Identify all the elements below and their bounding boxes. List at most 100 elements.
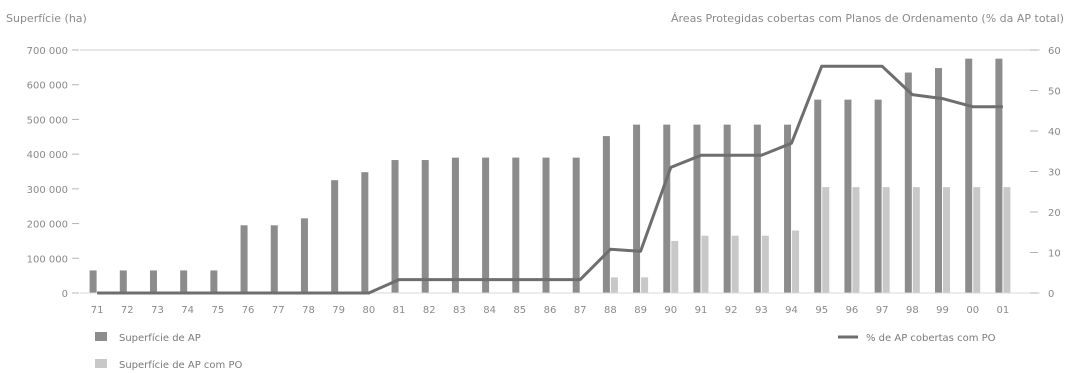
- x-tick-label: 79: [332, 305, 345, 316]
- x-tick-label: 86: [544, 305, 557, 316]
- legend-item: % de AP cobertas com PO: [838, 333, 996, 344]
- bar-superficie-ap: [180, 270, 188, 293]
- bar-superficie-ap-com-po: [822, 187, 830, 293]
- bar-superficie-ap: [300, 218, 308, 293]
- bar-superficie-ap: [814, 99, 822, 294]
- bar-superficie-ap: [904, 72, 912, 293]
- x-tick-label: 71: [91, 305, 104, 316]
- bar-superficie-ap: [542, 157, 550, 293]
- bar-superficie-ap: [421, 160, 429, 293]
- bar-superficie-ap: [693, 124, 701, 293]
- x-tick-label: 73: [151, 305, 164, 316]
- x-tick-label: 98: [906, 305, 919, 316]
- x-tick-label: 76: [242, 305, 255, 316]
- legend-swatch: [95, 359, 107, 368]
- x-tick-label: 95: [815, 305, 828, 316]
- right-axis-title: Áreas Protegidas cobertas com Planos de …: [671, 12, 1064, 25]
- bar-superficie-ap: [119, 270, 127, 293]
- x-tick-label: 92: [725, 305, 738, 316]
- x-tick-label: 01: [997, 305, 1010, 316]
- bar-superficie-ap: [451, 157, 459, 293]
- bar-superficie-ap-com-po: [882, 187, 890, 293]
- bar-superficie-ap-com-po: [912, 187, 920, 293]
- bar-superficie-ap: [874, 99, 882, 294]
- bar-superficie-ap: [995, 58, 1003, 293]
- bar-superficie-ap-com-po: [761, 235, 769, 293]
- bar-superficie-ap: [935, 68, 943, 294]
- bar-superficie-ap: [602, 136, 610, 293]
- legend-item: Superfície de AP: [95, 332, 201, 344]
- line-percent-ap-com-po: [97, 64, 1003, 295]
- left-tick-label: 700 000: [27, 46, 68, 57]
- bar-superficie-ap-com-po: [792, 230, 800, 293]
- x-tick-label: 78: [302, 305, 315, 316]
- x-tick-label: 90: [664, 305, 677, 316]
- legend: Superfície de AP Superfície de AP com PO%…: [95, 332, 996, 371]
- bar-superficie-ap-com-po: [610, 277, 618, 293]
- bars-layer: [89, 58, 1011, 294]
- x-tick-label: 97: [876, 305, 889, 316]
- bar-superficie-ap-com-po: [852, 187, 860, 293]
- bar-superficie-ap-com-po: [1003, 187, 1011, 293]
- right-tick-label: 40: [1048, 127, 1061, 138]
- x-tick-label: 82: [423, 305, 436, 316]
- x-tick-label: 81: [393, 305, 406, 316]
- legend-label: Superfície de AP: [119, 332, 201, 344]
- x-tick-label: 87: [574, 305, 587, 316]
- bar-superficie-ap: [240, 225, 248, 293]
- bar-superficie-ap-com-po: [973, 187, 981, 293]
- x-tick-label: 88: [604, 305, 617, 316]
- legend-swatch: [95, 332, 107, 341]
- bar-superficie-ap: [844, 99, 852, 294]
- x-tick-label: 75: [212, 305, 225, 316]
- bar-superficie-ap: [331, 180, 339, 293]
- bar-superficie-ap: [572, 157, 580, 293]
- bar-superficie-ap: [784, 124, 792, 293]
- right-tick-label: 50: [1048, 87, 1061, 98]
- bar-superficie-ap: [391, 160, 399, 293]
- line-layer: [97, 64, 1003, 295]
- bar-superficie-ap: [361, 172, 369, 293]
- bar-superficie-ap-com-po: [671, 240, 679, 293]
- bar-superficie-ap: [753, 124, 761, 293]
- bar-superficie-ap: [89, 270, 97, 293]
- right-tick-label: 30: [1048, 168, 1061, 179]
- right-tick-label: 60: [1048, 46, 1061, 57]
- bar-superficie-ap: [270, 225, 278, 293]
- bar-superficie-ap: [482, 157, 490, 293]
- bar-superficie-ap: [210, 270, 218, 293]
- bar-superficie-ap: [965, 58, 973, 293]
- bar-superficie-ap-com-po: [701, 235, 709, 293]
- right-tick-label: 10: [1048, 249, 1061, 260]
- x-tick-label: 89: [634, 305, 647, 316]
- x-tick-label: 72: [121, 305, 134, 316]
- x-tick-label: 99: [936, 305, 949, 316]
- x-tick-label: 84: [483, 305, 496, 316]
- left-tick-label: 400 000: [27, 150, 68, 161]
- left-tick-label: 0: [62, 289, 68, 300]
- right-tick-label: 20: [1048, 208, 1061, 219]
- left-tick-label: 300 000: [27, 185, 68, 196]
- left-tick-label: 100 000: [27, 254, 68, 265]
- axes-layer: 0 100 000 200 000 300 000 400 000 500 000 600 …: [27, 46, 1061, 316]
- x-tick-label: 74: [181, 305, 194, 316]
- x-tick-label: 85: [513, 305, 526, 316]
- left-tick-label: 200 000: [27, 220, 68, 231]
- legend-label: Superfície de AP com PO: [119, 359, 242, 371]
- left-tick-label: 600 000: [27, 81, 68, 92]
- x-tick-label: 77: [272, 305, 285, 316]
- bar-superficie-ap: [633, 124, 641, 293]
- legend-label: % de AP cobertas com PO: [866, 333, 996, 344]
- x-tick-label: 80: [362, 305, 375, 316]
- right-tick-label: 0: [1048, 289, 1054, 300]
- bar-superficie-ap: [663, 124, 671, 293]
- left-axis-title: Superfície (ha): [6, 12, 87, 25]
- legend-item: Superfície de AP com PO: [95, 359, 242, 371]
- bar-superficie-ap: [512, 157, 520, 293]
- x-tick-label: 93: [755, 305, 768, 316]
- x-tick-label: 94: [785, 305, 798, 316]
- x-tick-label: 91: [695, 305, 708, 316]
- bar-superficie-ap: [723, 124, 731, 293]
